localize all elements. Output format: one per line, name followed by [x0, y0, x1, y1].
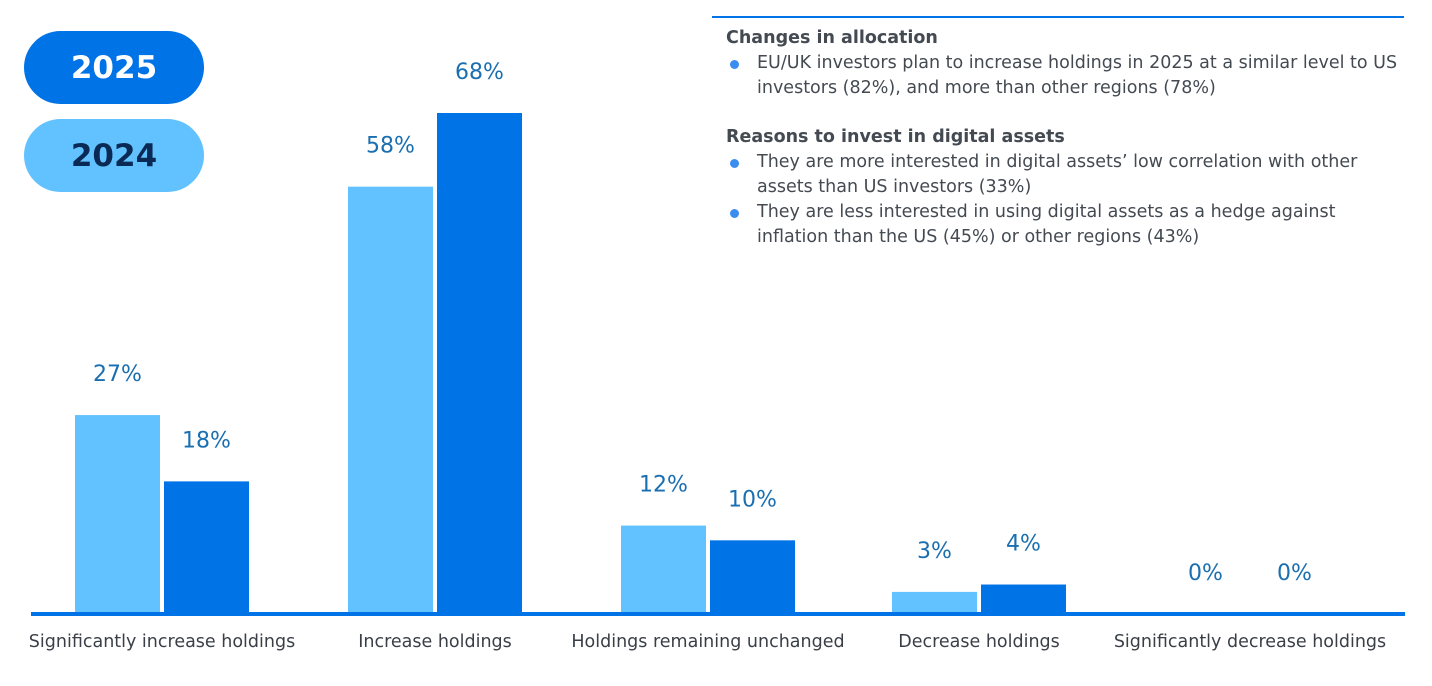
category-label-4: Decrease holdings	[898, 632, 1060, 652]
bullet-dot-icon	[730, 159, 739, 168]
bullet-item: They are more interested in digital asse…	[726, 150, 1404, 200]
data-label-2025-4: 4%	[1006, 532, 1041, 557]
data-label-2024-5: 0%	[1188, 561, 1223, 586]
bullet-dot-icon	[730, 209, 739, 218]
category-label-2: Increase holdings	[358, 632, 512, 652]
bar-2024-1	[75, 415, 160, 614]
reasons-bullets: They are more interested in digital asse…	[712, 150, 1404, 250]
bullet-item: EU/UK investors plan to increase holding…	[726, 51, 1404, 101]
notes-heading-reasons: Reasons to invest in digital assets	[726, 127, 1065, 147]
bar-2025-2	[437, 113, 522, 614]
category-label-1: Significantly increase holdings	[29, 632, 295, 652]
legend-2025: 2025	[24, 31, 204, 104]
category-label-5: Significantly decrease holdings	[1114, 632, 1386, 652]
notes-heading-allocation: Changes in allocation	[726, 28, 938, 48]
allocation-bullets: EU/UK investors plan to increase holding…	[712, 51, 1404, 101]
notes-panel: Changes in allocation EU/UK investors pl…	[712, 16, 1404, 250]
legend-2024-label: 2024	[70, 137, 158, 174]
category-label-3: Holdings remaining unchanged	[571, 632, 844, 652]
legend-2024: 2024	[24, 119, 204, 192]
data-label-2025-1: 18%	[182, 428, 231, 453]
data-label-2025-2: 68%	[455, 60, 504, 85]
bar-2024-2	[348, 186, 433, 615]
x-axis-baseline	[31, 612, 1405, 616]
bar-2024-3	[621, 525, 706, 614]
bar-2024-4	[892, 591, 977, 614]
data-label-2025-3: 10%	[728, 487, 777, 512]
bar-2025-1	[164, 481, 249, 614]
data-label-2024-4: 3%	[917, 539, 952, 564]
data-label-2025-5: 0%	[1277, 561, 1312, 586]
data-label-2024-3: 12%	[639, 473, 688, 498]
data-label-2024-2: 58%	[366, 134, 415, 159]
bar-2025-4	[981, 584, 1066, 614]
bullet-item: They are less interested in using digita…	[726, 200, 1404, 250]
bar-2025-3	[710, 540, 795, 614]
legend-2025-label: 2025	[70, 49, 158, 86]
bullet-dot-icon	[730, 60, 739, 69]
data-label-2024-1: 27%	[93, 362, 142, 387]
